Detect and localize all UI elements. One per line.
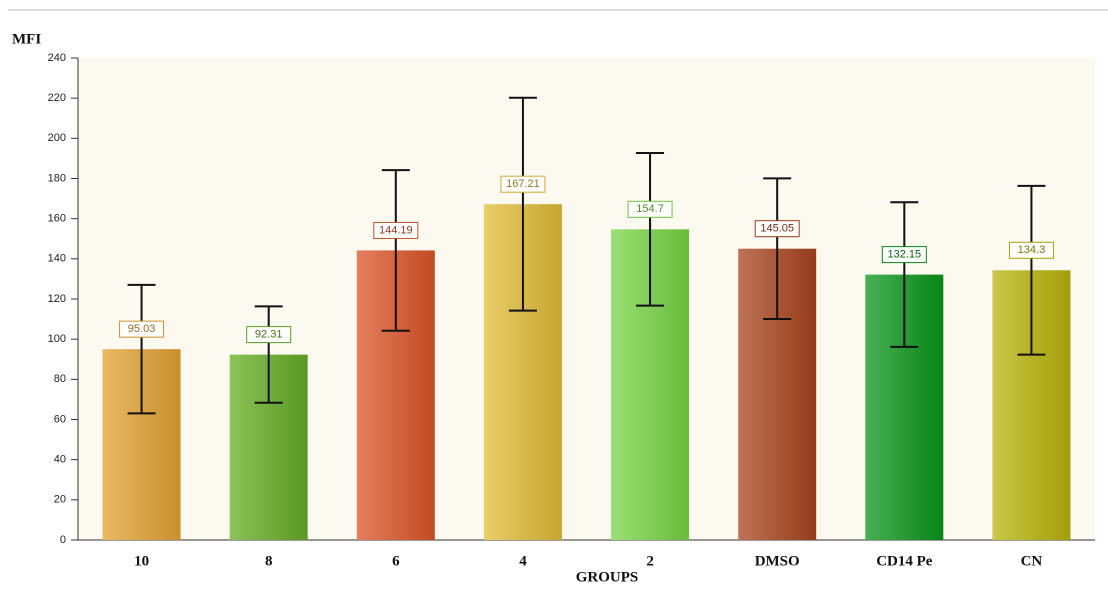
x-tick-label: CD14 Pe (876, 553, 933, 569)
value-label-box (627, 200, 673, 218)
value-label-box (1008, 241, 1054, 259)
y-tick-label: 0 (60, 534, 66, 546)
value-label: 134.3 (1018, 244, 1046, 256)
value-label: 167.21 (506, 178, 540, 190)
error-bar (254, 305, 283, 404)
x-tick-label: 2 (646, 553, 654, 569)
value-label: 95.03 (128, 323, 156, 335)
value-label-box (246, 326, 292, 344)
value-label: 132.15 (887, 249, 921, 261)
y-tick-label: 240 (48, 52, 66, 64)
value-label: 145.05 (760, 223, 794, 235)
value-label-box (373, 221, 419, 239)
error-bar (508, 96, 537, 312)
y-tick-label: 40 (54, 454, 66, 466)
value-label: 144.19 (379, 224, 413, 236)
value-label-box (500, 175, 546, 193)
y-tick-label: 220 (48, 92, 66, 104)
x-tick-label: 8 (265, 553, 273, 569)
error-bar (381, 169, 410, 332)
value-label: 154.7 (636, 203, 664, 215)
y-tick-label: 100 (48, 333, 66, 345)
error-bar (127, 283, 156, 415)
value-label-box (881, 246, 927, 264)
x-tick-label: 10 (134, 553, 149, 569)
y-axis-title: MFI (12, 31, 41, 47)
y-tick-label: 120 (48, 293, 66, 305)
x-tick-label: CN (1021, 553, 1043, 569)
x-tick-label: 6 (392, 553, 400, 569)
value-label-box (119, 320, 165, 338)
x-tick-label: DMSO (755, 553, 800, 569)
y-tick-label: 160 (48, 213, 66, 225)
y-tick-label: 200 (48, 132, 66, 144)
error-bar (1017, 184, 1046, 356)
value-label-box (754, 220, 800, 238)
y-tick-label: 180 (48, 172, 66, 184)
x-axis-title: GROUPS (576, 569, 639, 585)
y-tick-label: 60 (54, 413, 66, 425)
x-tick-label: 4 (519, 553, 527, 569)
value-label: 92.31 (255, 329, 283, 341)
error-bar (763, 177, 792, 320)
y-tick-label: 20 (54, 494, 66, 506)
y-tick-label: 140 (48, 253, 66, 265)
y-tick-label: 80 (54, 373, 66, 385)
error-bar (890, 201, 919, 348)
error-bar (636, 151, 665, 307)
